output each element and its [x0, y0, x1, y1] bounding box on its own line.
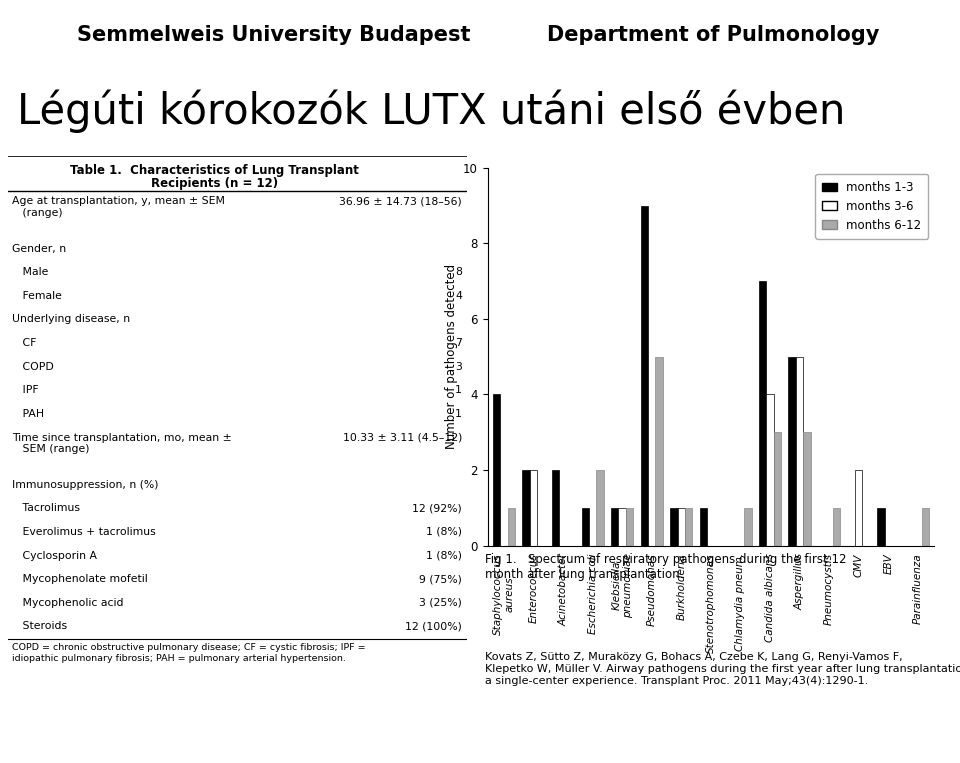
Bar — [922, 508, 929, 546]
Text: Male: Male — [12, 267, 49, 277]
Text: Underlying disease, n: Underlying disease, n — [12, 314, 131, 324]
Bar — [618, 508, 626, 546]
Text: IPF: IPF — [12, 385, 39, 395]
Text: 36.96 ± 14.73 (18–56): 36.96 ± 14.73 (18–56) — [339, 196, 462, 207]
Text: Immunosuppression, n (%): Immunosuppression, n (%) — [12, 480, 158, 490]
Bar — [700, 508, 708, 546]
Bar — [788, 357, 796, 546]
Bar — [804, 432, 810, 546]
Bar — [582, 508, 588, 546]
Text: 12 (92%): 12 (92%) — [412, 504, 462, 513]
Bar — [552, 470, 560, 546]
Text: Steroids: Steroids — [12, 621, 67, 632]
Bar — [855, 470, 862, 546]
Bar — [596, 470, 604, 546]
Bar — [530, 470, 538, 546]
Bar — [774, 432, 781, 546]
Text: 12 (100%): 12 (100%) — [405, 621, 462, 632]
Text: COPD: COPD — [12, 362, 54, 372]
Bar — [508, 508, 515, 546]
Text: 8: 8 — [455, 267, 462, 277]
Bar — [492, 394, 500, 546]
Text: Semmelweis University Budapest: Semmelweis University Budapest — [77, 25, 470, 45]
Bar — [833, 508, 840, 546]
Y-axis label: Number of pathogens detected: Number of pathogens detected — [444, 264, 458, 449]
Text: Tacrolimus: Tacrolimus — [12, 504, 81, 513]
Bar — [766, 394, 774, 546]
Text: Fig 1.   Spectrum of respiratory pathogens during the first 12
month after lung : Fig 1. Spectrum of respiratory pathogens… — [485, 553, 847, 581]
Bar — [685, 508, 692, 546]
Text: Age at transplantation, y, mean ± SEM
   (range): Age at transplantation, y, mean ± SEM (r… — [12, 196, 226, 218]
Text: Mycophenolic acid: Mycophenolic acid — [12, 598, 124, 608]
Text: COPD = chronic obstructive pulmonary disease; CF = cystic fibrosis; IPF =
idiopa: COPD = chronic obstructive pulmonary dis… — [12, 643, 366, 663]
Text: 4: 4 — [455, 291, 462, 301]
Bar — [678, 508, 685, 546]
Text: PAH: PAH — [12, 409, 44, 419]
Text: Female: Female — [12, 291, 62, 301]
Text: 3: 3 — [455, 362, 462, 372]
Text: 1: 1 — [455, 409, 462, 419]
Bar — [670, 508, 678, 546]
Text: Table 1.  Characteristics of Lung Transplant: Table 1. Characteristics of Lung Transpl… — [70, 164, 359, 177]
Text: Mycophenolate mofetil: Mycophenolate mofetil — [12, 575, 148, 584]
Text: 1: 1 — [455, 385, 462, 395]
Text: 1 (8%): 1 (8%) — [426, 551, 462, 561]
Bar — [877, 508, 884, 546]
Bar — [796, 357, 804, 546]
Bar — [656, 357, 662, 546]
Text: 1 (8%): 1 (8%) — [426, 527, 462, 537]
Text: Gender, n: Gender, n — [12, 243, 66, 253]
Text: 10.33 ± 3.11 (4.5–12): 10.33 ± 3.11 (4.5–12) — [343, 433, 462, 443]
Text: 3 (25%): 3 (25%) — [420, 598, 462, 608]
Bar — [612, 508, 618, 546]
Text: Recipients (n = 12): Recipients (n = 12) — [151, 178, 277, 191]
Legend: months 1-3, months 3-6, months 6-12: months 1-3, months 3-6, months 6-12 — [815, 174, 928, 239]
Text: Department of Pulmonology: Department of Pulmonology — [547, 25, 879, 45]
Bar — [626, 508, 634, 546]
Bar — [522, 470, 530, 546]
Text: Cyclosporin A: Cyclosporin A — [12, 551, 97, 561]
Bar — [759, 282, 766, 546]
Text: Kovats Z, Sütto Z, Muraközy G, Bohacs A, Czebe K, Lang G, Renyi-Vamos F,
Klepetk: Kovats Z, Sütto Z, Muraközy G, Bohacs A,… — [485, 652, 960, 686]
Bar — [744, 508, 752, 546]
Text: CF: CF — [12, 338, 36, 348]
Text: Légúti kórokozók LUTX utáni első évben: Légúti kórokozók LUTX utáni első évben — [17, 89, 846, 134]
Text: Everolimus + tacrolimus: Everolimus + tacrolimus — [12, 527, 156, 537]
Bar — [640, 206, 648, 546]
Text: 7: 7 — [455, 338, 462, 348]
Text: 9 (75%): 9 (75%) — [420, 575, 462, 584]
Text: Time since transplantation, mo, mean ±
   SEM (range): Time since transplantation, mo, mean ± S… — [12, 433, 232, 454]
